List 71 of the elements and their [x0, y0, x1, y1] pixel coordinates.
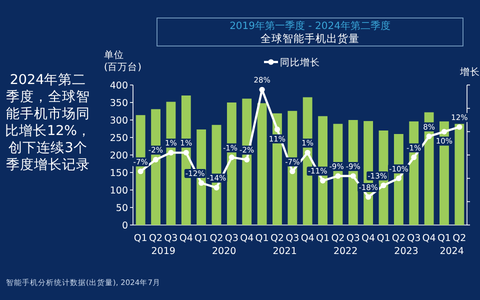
- x-tick-label: Q4: [240, 233, 254, 244]
- point: [228, 154, 234, 160]
- x-tick-label: Q3: [286, 233, 300, 244]
- bar: [454, 124, 464, 225]
- point: [380, 182, 386, 188]
- point: [152, 156, 159, 162]
- point: [168, 150, 174, 156]
- x-tick-label: Q4: [362, 233, 376, 244]
- y-tick-label: 0: [122, 220, 128, 232]
- x-tick-label: Q2: [270, 233, 284, 244]
- text: 2024年第二季度，全球智能手机市场同比增长12%，创下连续3个季度增长记录: [4, 72, 92, 174]
- point: [441, 128, 448, 134]
- x-tick-label: Q1: [437, 233, 451, 244]
- text: 2023: [394, 246, 418, 257]
- x-tick-label: Q3: [164, 233, 178, 244]
- point: [350, 173, 356, 179]
- bar: [288, 110, 298, 225]
- y-tick-label: 50: [116, 203, 128, 214]
- text: 2021: [272, 246, 297, 257]
- point: [456, 124, 462, 130]
- bar: [424, 112, 434, 225]
- x-tick-label: Q3: [224, 233, 238, 244]
- y-tick-label: 150: [110, 168, 128, 179]
- x-tick-label: Q2: [392, 233, 406, 244]
- point: [214, 184, 220, 190]
- point: [259, 86, 265, 92]
- y-tick-label: 400: [110, 80, 128, 92]
- point: [396, 176, 402, 182]
- y-tick-label: 350: [110, 98, 128, 109]
- chart-title: 全球智能手机出货量: [260, 32, 360, 45]
- point: [244, 156, 250, 162]
- bar: [257, 103, 267, 225]
- point: [320, 178, 326, 184]
- x-tick-label: Q2: [331, 233, 345, 244]
- x-tick-label: Q1: [316, 233, 330, 244]
- x-tick-label: Q1: [194, 233, 208, 244]
- y2-axis-title: 增长: [459, 66, 480, 78]
- bar: [348, 120, 358, 225]
- x-tick-label: Q3: [407, 233, 421, 244]
- point: [304, 150, 310, 156]
- y-tick-label: 100: [110, 186, 128, 196]
- point: [274, 126, 280, 132]
- text: 2022: [333, 246, 358, 257]
- legend-label: 同比增长: [280, 56, 320, 68]
- point: [138, 168, 144, 174]
- point: [426, 134, 432, 140]
- point: [411, 154, 417, 160]
- y-tick-label: 250: [110, 133, 128, 144]
- chart-subtitle: 2019年第一季度 - 2024年第二季度: [230, 20, 390, 32]
- text: 2020: [212, 246, 236, 257]
- bar: [166, 102, 176, 225]
- x-tick-label: Q1: [134, 233, 148, 244]
- x-tick-label: Q1: [255, 233, 269, 244]
- point: [335, 173, 341, 179]
- text: 2019: [151, 246, 176, 257]
- x-tick-label: Q4: [300, 233, 314, 244]
- x-tick-label: Q4: [422, 233, 436, 244]
- point: [366, 194, 372, 200]
- text: 2024: [440, 246, 464, 257]
- point: [198, 180, 204, 186]
- x-tick-label: Q2: [149, 233, 163, 244]
- point: [183, 150, 189, 156]
- y-tick-label: 300: [110, 116, 128, 126]
- y-axis-title: 单位(百万台): [104, 50, 142, 74]
- x-tick-label: Q2: [452, 233, 466, 244]
- y-tick-label: 200: [110, 150, 128, 162]
- x-tick-label: Q3: [346, 233, 360, 244]
- x-tick-label: Q2: [210, 233, 224, 244]
- x-tick-label: Q1: [376, 233, 390, 244]
- x-tick-label: Q4: [179, 233, 193, 244]
- point: [290, 168, 296, 174]
